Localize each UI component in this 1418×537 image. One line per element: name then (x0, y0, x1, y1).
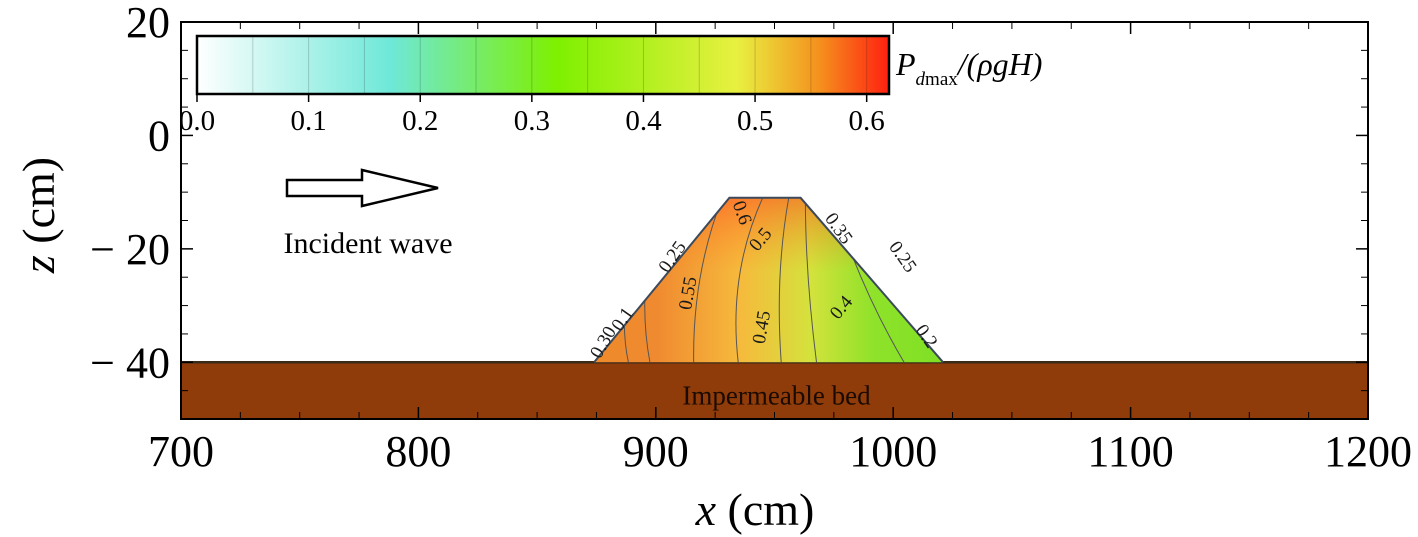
colorbar-tick-label: 0.6 (849, 105, 885, 137)
contour-line (693, 197, 723, 363)
y-tick-label: − 40 (90, 338, 170, 387)
y-tick-label: 0 (148, 111, 170, 160)
incident-wave-arrow-icon (285, 168, 439, 208)
y-axis-variable: z (13, 255, 64, 274)
contour-label: 0.25 (884, 237, 920, 276)
contour-line (778, 197, 790, 363)
y-axis-unit: (cm) (13, 157, 64, 255)
colorbar-tick-label: 0.3 (514, 105, 550, 137)
y-tick-label: 20 (126, 0, 170, 47)
x-tick-label: 800 (385, 427, 451, 476)
colorbar-gradient (197, 36, 889, 94)
colorbar-tick-label: 0.5 (737, 105, 773, 137)
x-axis-title: x (cm) (695, 484, 815, 535)
plot-area: Impermeable bed (180, 21, 1369, 420)
contour-line (735, 197, 764, 363)
x-axis-unit: (cm) (716, 484, 814, 535)
colorbar-tick-label: 0.0 (179, 105, 215, 137)
colorbar-frame (195, 34, 891, 96)
chart-marks: 0.60.50.550.250.10.30 0.450.40.350.250.2 (285, 168, 944, 363)
colorbar-title-sub2: max (925, 69, 958, 90)
contour-line (804, 197, 818, 363)
y-tick-label: − 20 (90, 225, 170, 274)
y-axis-title: z (cm) (13, 157, 64, 274)
colorbar-title: Pdmax/(ρgH) (895, 46, 1042, 90)
contour-lines (623, 197, 908, 363)
x-tick-label: 700 (148, 427, 214, 476)
colorbar-tick-label: 0.2 (402, 105, 438, 137)
colorbar-tick-label: 0.1 (290, 105, 326, 137)
x-axis-variable: x (695, 484, 717, 535)
colorbar-title-sub: d (916, 69, 926, 90)
breakwater-crest-shade (594, 197, 944, 363)
bed-label: Impermeable bed (682, 380, 871, 410)
x-tick-label: 1100 (1087, 427, 1173, 476)
x-tick-label: 900 (623, 427, 689, 476)
x-tick-label: 1000 (849, 427, 937, 476)
colorbar-title-rest: /(ρgH) (956, 46, 1043, 82)
impermeable-bed (181, 362, 1368, 419)
breakwater-outline (593, 196, 944, 363)
incident-wave-label: Incident wave (283, 227, 452, 260)
x-tick-label: 1200 (1324, 427, 1412, 476)
colorbar: 0.0 0.1 0.2 0.3 0.4 0.5 0.6 Pdmax/(ρgH) (179, 34, 1042, 137)
colorbar-tick-label: 0.4 (625, 105, 662, 137)
colorbar-title-p: P (895, 46, 916, 82)
